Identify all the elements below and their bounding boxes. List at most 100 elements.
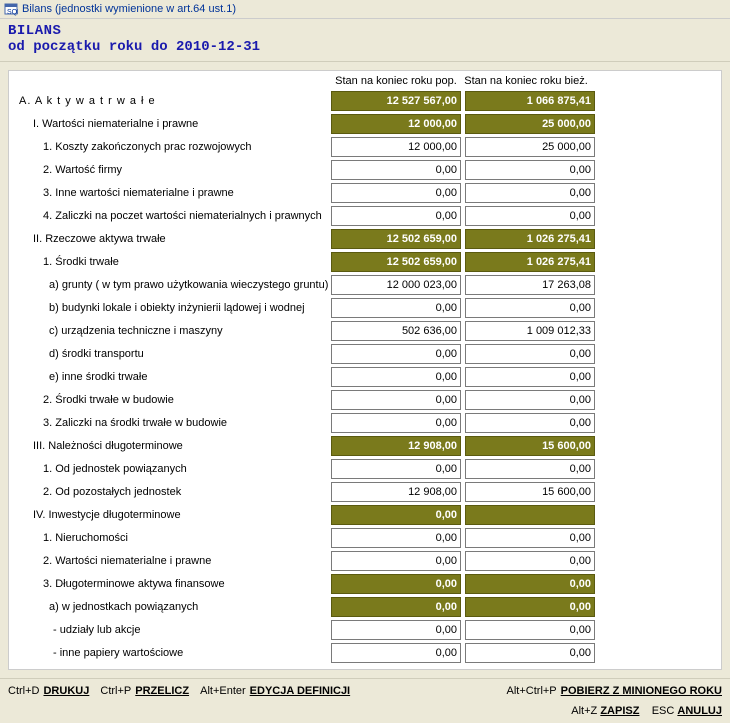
input-cell-curr[interactable]: 15 600,00 [465,482,595,502]
input-cell-prev[interactable]: 0,00 [331,390,461,410]
table-row: 1. Środki trwałe12 502 659,001 026 275,4… [11,251,719,273]
shortcut-key: Ctrl+P [100,685,131,697]
input-cell-prev[interactable]: 0,00 [331,344,461,364]
input-cell-curr[interactable]: 0,00 [465,367,595,387]
app-icon: SQL [4,2,18,16]
row-label: III. Należności długoterminowe [11,440,331,452]
input-cell-prev[interactable]: 0,00 [331,643,461,663]
row-label: II. Rzeczowe aktywa trwałe [11,233,331,245]
input-cell-prev[interactable]: 0,00 [331,459,461,479]
sum-cell-prev: 12 502 659,00 [331,252,461,272]
input-cell-curr[interactable]: 0,00 [465,459,595,479]
shortcut-key: Alt+Ctrl+P [507,685,557,697]
shortcut-key: Alt+Enter [200,685,246,697]
row-label: 3. Długoterminowe aktywa finansowe [11,578,331,590]
print-button[interactable]: DRUKUJ [43,685,89,697]
sum-cell-prev: 12 000,00 [331,114,461,134]
input-cell-curr[interactable]: 0,00 [465,298,595,318]
col-prev-header: Stan na koniec roku pop. [331,75,461,87]
row-label: I. Wartości niematerialne i prawne [11,118,331,130]
table-row: 3. Długoterminowe aktywa finansowe0,000,… [11,573,719,595]
row-label: 2. Wartości niematerialne i prawne [11,555,331,567]
input-cell-prev[interactable]: 502 636,00 [331,321,461,341]
table-row: II. Rzeczowe aktywa trwałe12 502 659,001… [11,228,719,250]
footer-actions: Ctrl+D DRUKUJ Ctrl+P PRZELICZ Alt+Enter … [0,678,730,723]
report-content[interactable]: Stan na koniec roku pop. Stan na koniec … [8,70,722,670]
edit-def-button[interactable]: EDYCJA DEFINICJI [250,685,350,697]
table-row: IV. Inwestycje długoterminowe0,00 [11,504,719,526]
input-cell-prev[interactable]: 0,00 [331,413,461,433]
input-cell-prev[interactable]: 0,00 [331,551,461,571]
table-row: d) środki transportu0,000,00 [11,343,719,365]
row-label: 4. Zaliczki na poczet wartości niemateri… [11,210,331,222]
sum-cell-curr: 0,00 [465,574,595,594]
input-cell-prev[interactable]: 0,00 [331,367,461,387]
input-cell-curr[interactable]: 0,00 [465,160,595,180]
fetch-prev-button[interactable]: POBIERZ Z MINIONEGO ROKU [561,685,722,697]
input-cell-prev[interactable]: 12 908,00 [331,482,461,502]
input-cell-curr[interactable]: 0,00 [465,344,595,364]
sum-cell-prev: 0,00 [331,505,461,525]
sum-cell-curr [465,505,595,525]
input-cell-curr[interactable]: 0,00 [465,551,595,571]
rows-container: A. A k t y w a t r w a ł e12 527 567,001… [9,90,721,664]
sum-cell-curr: 1 026 275,41 [465,252,595,272]
title-bar: SQL Bilans (jednostki wymienione w art.6… [0,0,730,19]
sum-cell-prev: 12 502 659,00 [331,229,461,249]
table-row: - udziały lub akcje0,000,00 [11,619,719,641]
sum-cell-curr: 1 066 875,41 [465,91,595,111]
input-cell-curr[interactable]: 0,00 [465,643,595,663]
table-row: 3. Zaliczki na środki trwałe w budowie0,… [11,412,719,434]
shortcut-key: Alt+Z [571,705,597,717]
row-label: 3. Zaliczki na środki trwałe w budowie [11,417,331,429]
cancel-button[interactable]: ANULUJ [677,705,722,717]
table-row: 2. Wartości niematerialne i prawne0,000,… [11,550,719,572]
input-cell-curr[interactable]: 17 263,08 [465,275,595,295]
row-label: d) środki transportu [11,348,331,360]
input-cell-prev[interactable]: 0,00 [331,160,461,180]
row-label: 1. Od jednostek powiązanych [11,463,331,475]
table-row: 1. Nieruchomości0,000,00 [11,527,719,549]
input-cell-prev[interactable]: 0,00 [331,298,461,318]
row-label: 2. Od pozostałych jednostek [11,486,331,498]
input-cell-prev[interactable]: 0,00 [331,183,461,203]
sum-cell-curr: 1 026 275,41 [465,229,595,249]
table-row: e) inne środki trwałe0,000,00 [11,366,719,388]
shortcut-key: ESC [652,705,675,717]
shortcut-key: Ctrl+D [8,685,39,697]
row-label: - udziały lub akcje [11,624,331,636]
row-label: 3. Inne wartości niematerialne i prawne [11,187,331,199]
input-cell-curr[interactable]: 0,00 [465,620,595,640]
report-subtitle: od początku roku do 2010-12-31 [8,39,722,55]
row-label: c) urządzenia techniczne i maszyny [11,325,331,337]
input-cell-prev[interactable]: 12 000,00 [331,137,461,157]
input-cell-curr[interactable]: 1 009 012,33 [465,321,595,341]
input-cell-curr[interactable]: 25 000,00 [465,137,595,157]
input-cell-curr[interactable]: 0,00 [465,413,595,433]
input-cell-curr[interactable]: 0,00 [465,528,595,548]
table-row: a) w jednostkach powiązanych0,000,00 [11,596,719,618]
window-title: Bilans (jednostki wymienione w art.64 us… [22,3,236,15]
report-header: BILANS od początku roku do 2010-12-31 [0,19,730,62]
input-cell-prev[interactable]: 0,00 [331,528,461,548]
row-label: A. A k t y w a t r w a ł e [11,95,331,107]
save-button[interactable]: ZAPISZ [600,705,639,717]
input-cell-curr[interactable]: 0,00 [465,183,595,203]
recalc-button[interactable]: PRZELICZ [135,685,189,697]
report-title: BILANS [8,23,722,39]
table-row: 2. Wartość firmy0,000,00 [11,159,719,181]
input-cell-curr[interactable]: 0,00 [465,206,595,226]
table-row: c) urządzenia techniczne i maszyny502 63… [11,320,719,342]
table-row: 3. Inne wartości niematerialne i prawne0… [11,182,719,204]
input-cell-prev[interactable]: 12 000 023,00 [331,275,461,295]
table-row: 1. Od jednostek powiązanych0,000,00 [11,458,719,480]
sum-cell-prev: 0,00 [331,597,461,617]
table-row: a) grunty ( w tym prawo użytkowania wiec… [11,274,719,296]
input-cell-curr[interactable]: 0,00 [465,390,595,410]
input-cell-prev[interactable]: 0,00 [331,206,461,226]
input-cell-prev[interactable]: 0,00 [331,620,461,640]
sum-cell-prev: 12 908,00 [331,436,461,456]
row-label: 1. Koszty zakończonych prac rozwojowych [11,141,331,153]
row-label: 2. Środki trwałe w budowie [11,394,331,406]
row-label: 1. Środki trwałe [11,256,331,268]
